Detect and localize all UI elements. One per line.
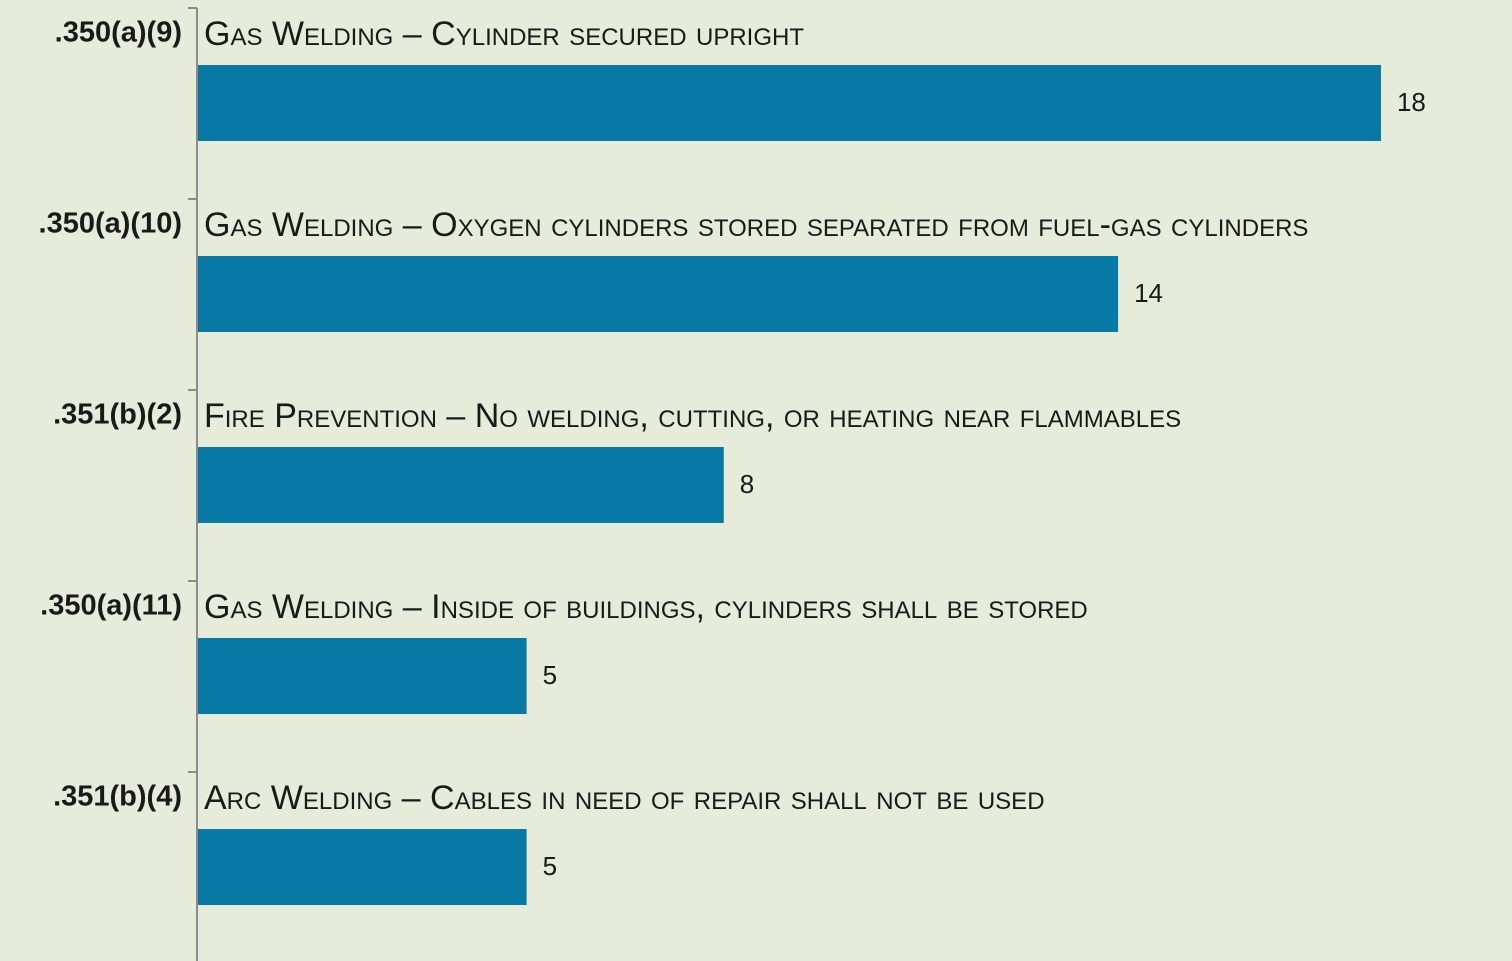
category-label: .351(b)(4)	[53, 781, 182, 813]
value-label: 8	[740, 469, 754, 499]
category-label: .350(a)(10)	[39, 208, 182, 240]
bar	[198, 65, 1381, 141]
bar	[198, 256, 1119, 332]
value-label: 5	[543, 660, 557, 690]
value-label: 14	[1134, 278, 1163, 308]
category-label: .350(a)(11)	[40, 590, 182, 622]
category-label: .351(b)(2)	[53, 399, 182, 431]
category-description: Gas Welding – Oxygen cylinders stored se…	[204, 206, 1308, 244]
value-label: 5	[543, 851, 557, 881]
category-description: Gas Welding – Cylinder secured upright	[204, 15, 804, 53]
bar	[198, 638, 527, 714]
value-label: 18	[1397, 87, 1426, 117]
category-description: Gas Welding – Inside of buildings, cylin…	[204, 588, 1088, 626]
category-description: Fire Prevention – No welding, cutting, o…	[204, 397, 1181, 435]
category-label: .350(a)(9)	[55, 17, 182, 49]
bar	[198, 447, 724, 523]
bar	[198, 829, 527, 905]
category-description: Arc Welding – Cables in need of repair s…	[204, 779, 1045, 817]
